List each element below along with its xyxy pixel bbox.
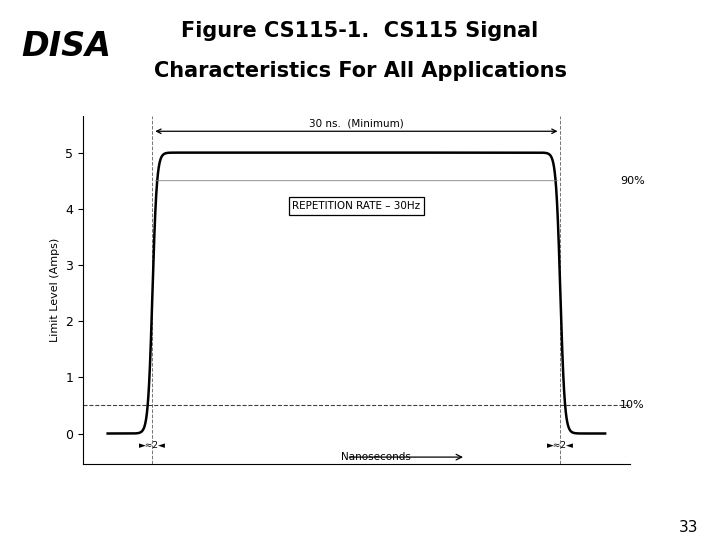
Text: ►≈2◄: ►≈2◄ [547,441,574,450]
Text: DISA: DISA [22,30,112,63]
Text: 10%: 10% [620,401,644,410]
Text: Characteristics For All Applications: Characteristics For All Applications [153,61,567,81]
Text: REPETITION RATE – 30Hz: REPETITION RATE – 30Hz [292,201,420,211]
Text: 33: 33 [679,519,698,535]
Text: Figure CS115-1.  CS115 Signal: Figure CS115-1. CS115 Signal [181,21,539,41]
Text: 90%: 90% [620,176,645,186]
Y-axis label: Limit Level (Amps): Limit Level (Amps) [50,238,60,342]
Text: ►≈2◄: ►≈2◄ [139,441,166,450]
Text: Nanoseconds: Nanoseconds [341,452,411,462]
Text: 30 ns.  (Minimum): 30 ns. (Minimum) [309,118,404,129]
